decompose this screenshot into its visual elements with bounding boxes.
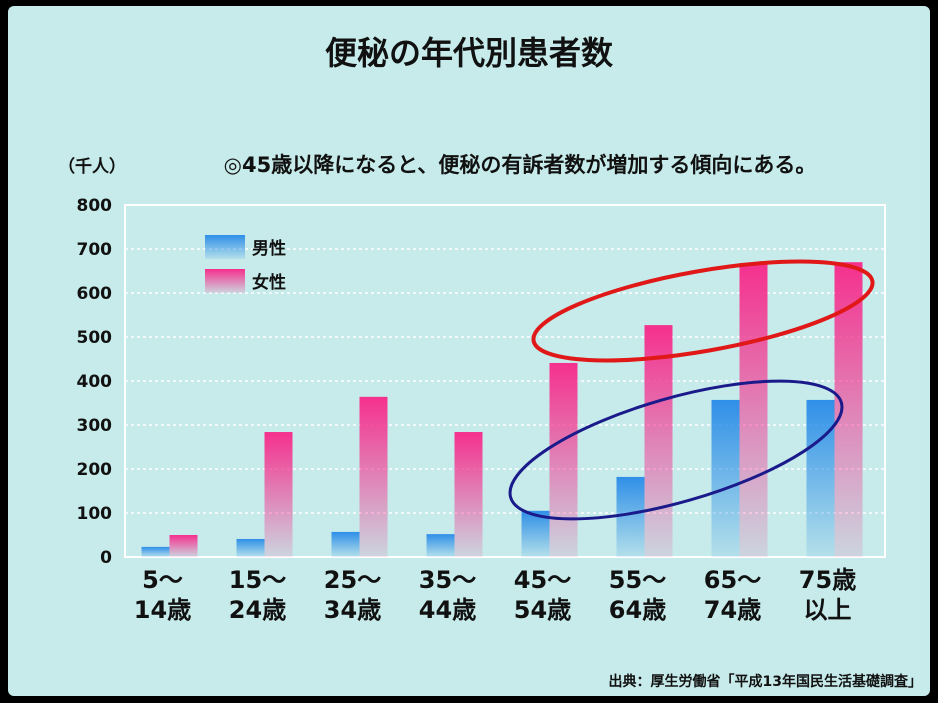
legend-swatch xyxy=(205,269,245,293)
legend-label: 女性 xyxy=(252,272,286,293)
bar xyxy=(521,510,550,557)
x-tick-label: 45～ xyxy=(514,566,571,594)
bar xyxy=(359,396,388,557)
x-tick-label: 34歳 xyxy=(324,596,381,624)
y-tick-label: 200 xyxy=(77,460,113,480)
bar xyxy=(236,538,265,557)
bar xyxy=(806,399,835,557)
x-tick-label: 74歳 xyxy=(704,596,761,624)
bar xyxy=(331,531,360,557)
bar xyxy=(549,362,578,557)
background xyxy=(8,6,930,696)
x-tick-label: 65～ xyxy=(704,566,761,594)
bar xyxy=(169,535,198,557)
highlight-ellipse xyxy=(508,379,844,521)
bar xyxy=(426,534,455,557)
x-tick-label: 5～ xyxy=(142,566,183,594)
x-tick-label: 15～ xyxy=(229,566,286,594)
y-tick-label: 0 xyxy=(100,548,112,568)
bar xyxy=(141,546,170,557)
y-tick-label: 800 xyxy=(77,196,113,216)
chart-title: 便秘の年代別患者数 xyxy=(325,34,614,72)
y-tick-label: 600 xyxy=(77,284,113,304)
y-tick-label: 400 xyxy=(77,372,113,392)
x-tick-label: 14歳 xyxy=(134,596,191,624)
y-axis-label: （千人） xyxy=(58,156,126,177)
y-tick-label: 500 xyxy=(77,328,113,348)
x-tick-label: 44歳 xyxy=(419,596,476,624)
x-tick-label: 25～ xyxy=(324,566,381,594)
y-tick-label: 300 xyxy=(77,416,113,436)
x-tick-label: 55～ xyxy=(609,566,666,594)
bar xyxy=(264,432,293,557)
bar xyxy=(739,263,768,557)
bar xyxy=(454,432,483,557)
x-tick-label: 24歳 xyxy=(229,596,286,624)
x-tick-label: 以上 xyxy=(804,596,852,624)
subtitle: ◎45歳以降になると、便秘の有訴者数が増加する傾向にある。 xyxy=(224,153,817,177)
legend-swatch xyxy=(205,235,245,259)
source-note: 出典：厚生労働省「平成13年国民生活基礎調査」 xyxy=(609,673,922,690)
x-tick-label: 35～ xyxy=(419,566,476,594)
x-tick-label: 75歳 xyxy=(799,566,856,594)
bar xyxy=(644,325,673,557)
highlight-ellipse xyxy=(531,259,875,363)
bar xyxy=(616,476,645,557)
y-tick-label: 100 xyxy=(77,504,113,524)
legend-label: 男性 xyxy=(252,238,286,259)
x-tick-label: 64歳 xyxy=(609,596,666,624)
x-tick-label: 54歳 xyxy=(514,596,571,624)
y-tick-label: 700 xyxy=(77,240,113,260)
bar xyxy=(711,399,740,557)
